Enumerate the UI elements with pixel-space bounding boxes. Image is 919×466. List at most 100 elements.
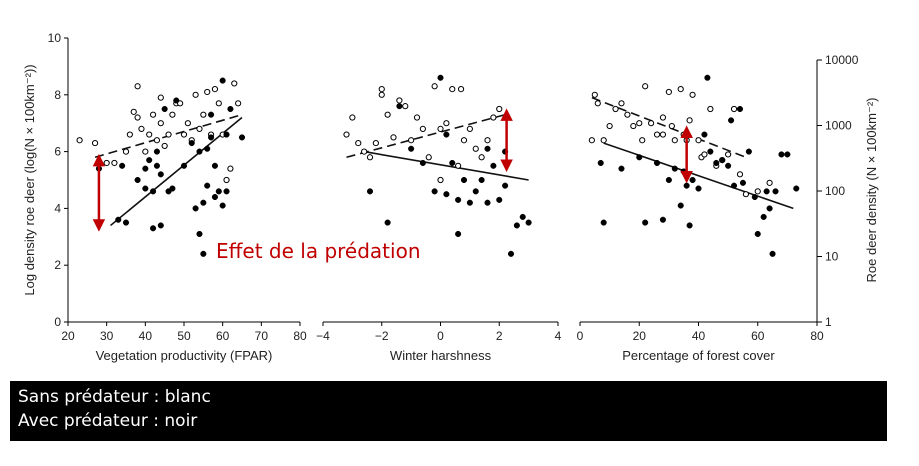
x-tick-label: 2 <box>496 329 503 343</box>
data-point-predator <box>683 182 690 189</box>
data-point-no-predator <box>142 148 149 155</box>
y-tick-label: 2 <box>54 258 61 272</box>
data-point-predator <box>431 188 438 195</box>
data-point-no-predator <box>665 88 672 96</box>
y-tick-label: 4 <box>54 201 61 215</box>
data-point-predator <box>150 188 157 195</box>
data-point-no-predator <box>659 114 667 121</box>
data-point-predator <box>211 162 218 169</box>
data-point-no-predator <box>695 137 702 144</box>
data-point-no-predator <box>472 145 479 152</box>
x-axis-label: Vegetation productivity (FPAR) <box>96 348 273 363</box>
data-point-no-predator <box>701 151 708 158</box>
data-point-no-predator <box>153 137 161 144</box>
data-point-predator <box>150 225 157 232</box>
data-point-predator <box>443 131 450 138</box>
data-point-predator <box>763 188 770 195</box>
data-point-no-predator <box>157 94 164 101</box>
data-point-predator <box>659 216 667 223</box>
y-axis-right-label: Roe deer density (N × 100km⁻²) <box>864 98 879 283</box>
x-tick-label: 80 <box>810 329 824 343</box>
data-point-no-predator <box>648 120 655 127</box>
data-point-predator <box>636 154 643 161</box>
data-point-predator <box>513 222 520 229</box>
data-point-predator <box>745 148 752 155</box>
data-point-no-predator <box>408 137 415 144</box>
data-point-no-predator <box>671 137 678 144</box>
data-point-no-predator <box>372 139 379 147</box>
data-point-no-predator <box>431 83 438 90</box>
data-point-no-predator <box>466 125 473 132</box>
data-point-predator <box>484 145 491 152</box>
data-point-predator <box>484 199 491 206</box>
data-point-predator <box>219 77 226 84</box>
data-point-no-predator <box>130 108 137 115</box>
data-point-no-predator <box>126 131 133 138</box>
x-axis-label: Percentage of forest cover <box>622 348 775 363</box>
x-tick-label: 4 <box>555 329 562 343</box>
data-point-no-predator <box>378 91 385 98</box>
data-point-predator <box>784 151 791 158</box>
legend-caption: Sans prédateur : blanc Avec prédateur : … <box>10 381 887 441</box>
data-point-no-predator <box>103 159 110 167</box>
data-point-no-predator <box>169 111 176 118</box>
data-point-predator <box>146 157 153 164</box>
x-tick-label: 40 <box>139 329 153 343</box>
data-point-no-predator <box>606 122 613 130</box>
data-point-predator <box>134 176 141 184</box>
data-point-no-predator <box>161 142 168 150</box>
data-point-predator <box>707 148 714 155</box>
data-point-no-predator <box>149 111 157 118</box>
data-point-no-predator <box>402 103 409 110</box>
data-point-no-predator <box>490 114 497 121</box>
data-point-no-predator <box>91 139 99 147</box>
x-tick-label: 30 <box>100 329 114 343</box>
x-tick-label: 0 <box>437 329 444 343</box>
data-point-no-predator <box>437 176 444 184</box>
data-point-predator <box>142 185 149 192</box>
data-point-no-predator <box>686 117 693 124</box>
data-point-no-predator <box>636 120 643 127</box>
data-point-predator <box>188 140 195 147</box>
data-point-no-predator <box>653 131 661 138</box>
data-point-predator <box>728 117 735 124</box>
y-right-tick-label: 100 <box>825 184 845 198</box>
data-point-no-predator <box>211 86 219 93</box>
data-point-predator <box>519 213 526 220</box>
data-point-predator <box>419 159 426 167</box>
data-point-no-predator <box>419 125 426 132</box>
x-tick-label: 60 <box>216 329 230 343</box>
data-point-no-predator <box>122 148 130 155</box>
data-point-predator <box>196 230 203 238</box>
data-point-predator <box>472 188 479 195</box>
data-point-no-predator <box>165 131 172 138</box>
predation-effect-label: Effet de la prédation <box>216 239 421 263</box>
data-point-predator <box>153 162 160 169</box>
data-point-predator <box>695 185 702 192</box>
data-point-predator <box>478 176 485 184</box>
data-point-predator <box>754 230 761 238</box>
data-point-predator <box>204 145 211 152</box>
data-point-predator <box>223 131 230 138</box>
data-point-predator <box>507 250 515 257</box>
data-point-predator <box>223 188 230 195</box>
data-point-no-predator <box>227 165 234 172</box>
data-point-no-predator <box>343 131 350 138</box>
data-point-predator <box>157 222 164 229</box>
y-right-tick-label: 10 <box>825 250 839 264</box>
data-point-predator <box>689 176 696 184</box>
data-point-no-predator <box>457 86 465 93</box>
data-point-predator <box>793 185 800 192</box>
data-point-predator <box>739 179 746 186</box>
data-point-no-predator <box>138 125 145 132</box>
data-point-predator <box>437 74 444 81</box>
data-point-no-predator <box>443 120 450 127</box>
data-point-predator <box>460 176 468 184</box>
data-point-no-predator <box>200 111 207 118</box>
data-point-no-predator <box>754 188 761 195</box>
data-point-no-predator <box>460 137 468 144</box>
data-point-predator <box>665 176 672 184</box>
data-point-predator <box>496 196 503 203</box>
